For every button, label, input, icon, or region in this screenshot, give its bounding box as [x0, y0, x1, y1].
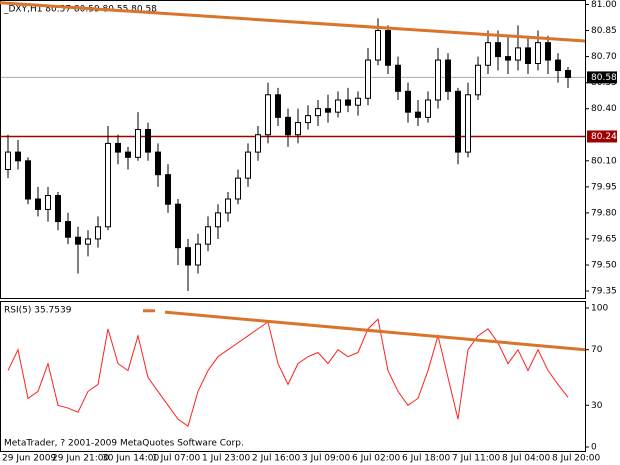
candle-body [465, 94, 471, 153]
y-tick-label: 30 [591, 401, 603, 411]
candle-body [85, 238, 91, 245]
candle-body [115, 142, 121, 153]
y-tick-label: 81.00 [591, 0, 617, 10]
candle-body [325, 108, 331, 113]
x-tick-label: 8 Jul 04:00 [502, 454, 551, 464]
x-tick-label: 3 Jul 09:00 [302, 454, 351, 464]
candle-body [385, 30, 391, 66]
candle-body [265, 94, 271, 136]
y-tick-label: 79.50 [591, 261, 617, 271]
candle-body [155, 151, 161, 176]
x-tick-label: 2 Jul 16:00 [252, 454, 301, 464]
y-tick-label: 79.65 [591, 234, 617, 244]
candle-body [45, 195, 51, 210]
candle-body [105, 142, 111, 228]
candle-body [75, 236, 81, 245]
candle-body [65, 221, 71, 238]
x-tick-label: 29 Jun 2009 [2, 454, 56, 464]
candle-body [455, 90, 461, 153]
candle-body [295, 122, 301, 136]
candle-body [415, 111, 421, 118]
candle-body [205, 226, 211, 245]
rsi-panel [0, 301, 586, 452]
candle-body [145, 129, 151, 153]
trend-line [0, 1, 586, 43]
candle-body [135, 129, 141, 158]
candle-body [345, 99, 351, 106]
candle-body [175, 203, 181, 249]
y-tick-label: 100 [591, 304, 608, 314]
candle-body [545, 42, 551, 61]
x-tick-label: 1 Jul 07:00 [152, 454, 201, 464]
y-tick-label: 79.35 [591, 287, 617, 297]
y-tick-label: 79.95 [591, 182, 617, 192]
candle-body [355, 97, 361, 106]
candle-body [275, 94, 281, 118]
candle-body [335, 99, 341, 113]
chart-title: _DXY,H1 80.57 80.59 80.55 80.58 [3, 5, 157, 15]
candle-body [95, 226, 101, 240]
candle-body [555, 59, 561, 71]
candle-body [255, 134, 261, 153]
candle-body [25, 160, 31, 200]
candle-body [525, 47, 531, 65]
candle-body [475, 64, 481, 96]
x-tick-label: 1 Jul 23:00 [202, 454, 251, 464]
candle-body [535, 42, 541, 65]
candle-body [565, 69, 571, 78]
footer: MetaTrader, ? 2001-2009 MetaQuotes Softw… [4, 439, 244, 449]
candle-body [195, 243, 201, 266]
last-price-label: 80.58 [591, 73, 617, 83]
candle-body [125, 151, 131, 158]
candle-body [185, 247, 191, 266]
y-tick-label: 80.10 [591, 156, 617, 166]
x-tick-label: 6 Jul 02:00 [352, 454, 401, 464]
y-tick-label: 80.70 [591, 52, 617, 62]
candle-body [225, 198, 231, 214]
candle-body [165, 174, 171, 205]
candle-body [235, 177, 241, 200]
y-tick-label: 70 [591, 345, 603, 355]
x-tick-label: 6 Jul 18:00 [402, 454, 451, 464]
candle-body [515, 47, 521, 61]
hline-label: 80.24 [591, 132, 617, 142]
candle-body [315, 108, 321, 117]
x-tick-label: 29 Jun 21:00 [52, 454, 109, 464]
candle-body [405, 90, 411, 113]
candle-body [395, 64, 401, 92]
x-tick-label: 30 Jun 14:00 [102, 454, 159, 464]
candle-body [505, 56, 511, 61]
x-tick-label: 7 Jul 11:00 [452, 454, 501, 464]
y-tick-label: 0 [591, 443, 597, 453]
candle-body [435, 59, 441, 101]
candle-body [215, 212, 221, 228]
candle-body [35, 198, 41, 210]
last-price-box [587, 71, 617, 84]
candle-body [425, 99, 431, 118]
candle-body [305, 115, 311, 124]
candle-body [365, 59, 371, 99]
candle-body [495, 42, 501, 58]
candle-body [445, 59, 451, 92]
candle-body [485, 42, 491, 66]
candle-body [375, 30, 381, 61]
candle-body [5, 151, 11, 170]
candle-body [285, 116, 291, 136]
rsi-title: RSI(5) 35.7539 [4, 306, 72, 316]
candle-body [55, 195, 61, 223]
x-tick-label: 8 Jul 20:00 [552, 454, 601, 464]
candle-body [245, 151, 251, 179]
hline-label-box [587, 130, 617, 143]
y-tick-label: 80.85 [591, 26, 617, 36]
candle-body [15, 151, 21, 162]
trend-line [164, 310, 586, 352]
y-tick-label: 80.40 [591, 104, 617, 114]
y-tick-label: 79.80 [591, 208, 617, 218]
